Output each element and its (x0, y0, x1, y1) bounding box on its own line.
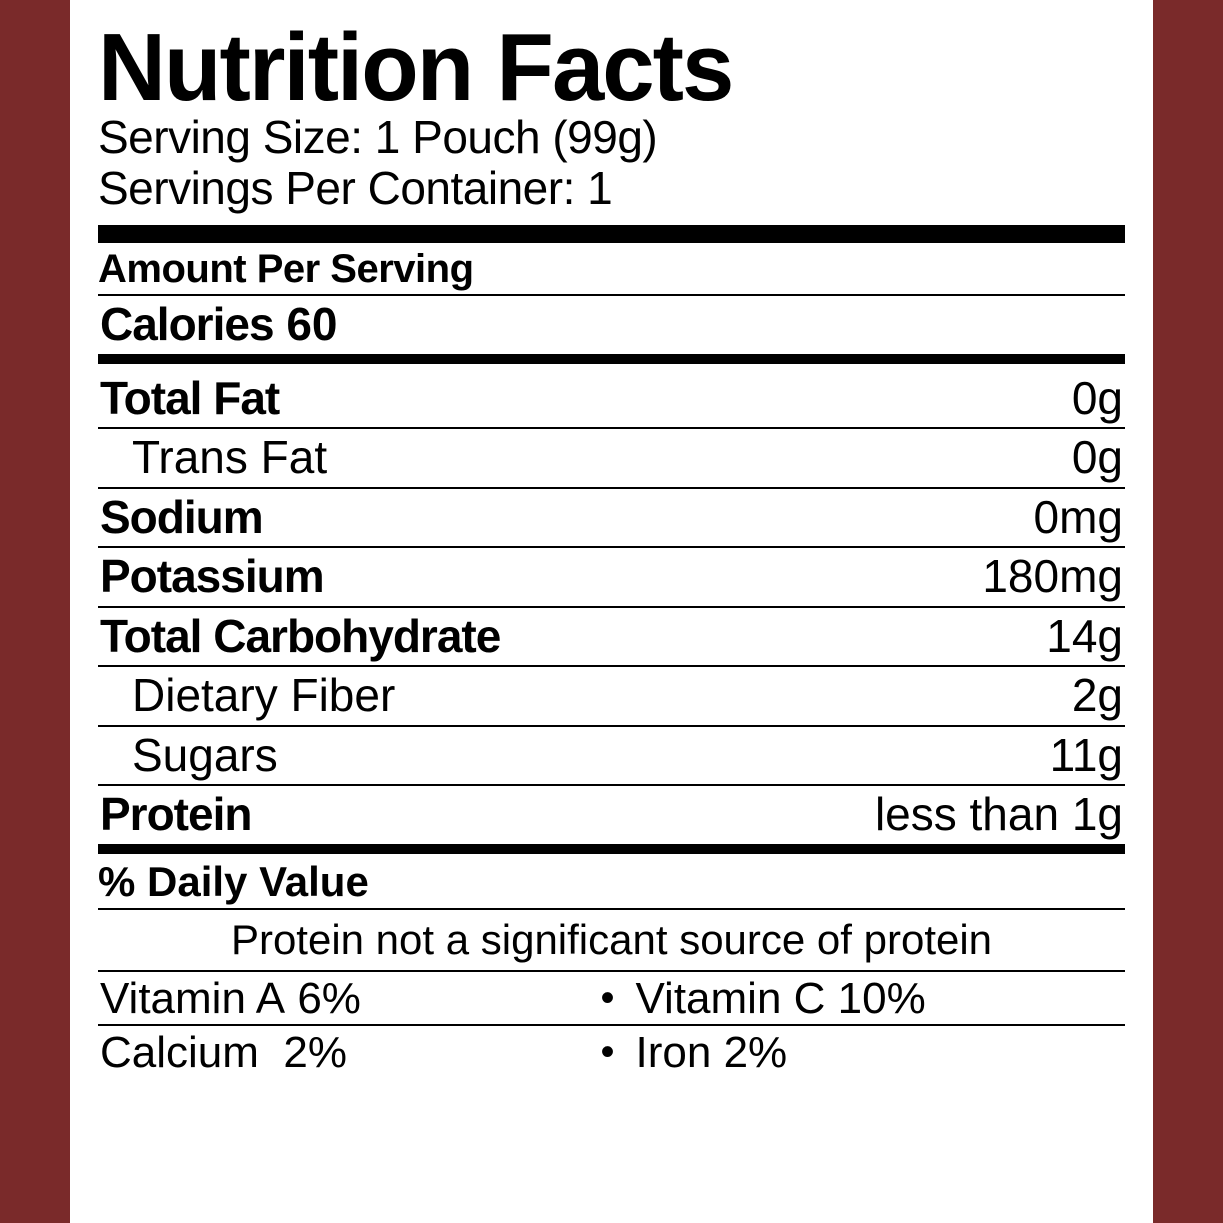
calories-row: Calories 60 (98, 294, 1125, 354)
title: Nutrition Facts (98, 20, 1104, 116)
vitamin-right: Iron 2% (628, 1028, 1124, 1078)
vitamin-left: Vitamin A 6% (100, 974, 588, 1024)
calories-label: Calories (100, 298, 274, 350)
nutrient-label: Sodium (100, 489, 263, 547)
dv-note: Protein not a significant source of prot… (98, 908, 1125, 970)
nutrient-row: Trans Fat 0g (98, 427, 1125, 487)
nutrient-row: Total Fat 0g (98, 364, 1125, 428)
nutrition-label: Nutrition Facts Serving Size: 1 Pouch (9… (70, 0, 1153, 1223)
amount-per-serving: Amount Per Serving (98, 243, 1125, 294)
nutrient-value: 0g (1072, 429, 1123, 487)
calories-value: 60 (286, 298, 337, 350)
nutrient-label: Sugars (100, 727, 278, 785)
rule-thick-1 (98, 225, 1125, 243)
vitamin-left: Calcium 2% (100, 1028, 588, 1078)
nutrient-row: Dietary Fiber 2g (98, 665, 1125, 725)
vitamin-row: Calcium 2% • Iron 2% (98, 1024, 1125, 1078)
nutrient-label: Potassium (100, 548, 324, 606)
bullet-icon: • (588, 976, 628, 1021)
nutrient-value: less than 1g (875, 786, 1123, 844)
daily-value-label: % Daily Value (98, 854, 1125, 908)
nutrient-value: 0g (1072, 370, 1123, 428)
vitamin-right: Vitamin C 10% (628, 974, 1124, 1024)
nutrient-value: 0mg (1034, 489, 1123, 547)
nutrient-label: Total Carbohydrate (100, 608, 500, 666)
nutrient-row: Protein less than 1g (98, 784, 1125, 844)
nutrient-row: Sodium 0mg (98, 487, 1125, 547)
nutrient-value: 2g (1072, 667, 1123, 725)
vitamin-row: Vitamin A 6% • Vitamin C 10% (98, 970, 1125, 1024)
nutrient-value: 14g (1046, 608, 1123, 666)
nutrient-value: 11g (1050, 727, 1123, 785)
nutrient-label: Dietary Fiber (100, 667, 395, 725)
nutrient-value: 180mg (982, 548, 1123, 606)
rule-med-2 (98, 844, 1125, 854)
nutrient-label: Protein (100, 786, 251, 844)
nutrient-row: Potassium 180mg (98, 546, 1125, 606)
rule-med-1 (98, 354, 1125, 364)
nutrient-label: Trans Fat (100, 429, 327, 487)
nutrient-row: Sugars 11g (98, 725, 1125, 785)
nutrient-label: Total Fat (100, 370, 279, 428)
bullet-icon: • (588, 1030, 628, 1075)
nutrient-row: Total Carbohydrate 14g (98, 606, 1125, 666)
servings-per-container: Servings Per Container: 1 (98, 163, 1125, 214)
